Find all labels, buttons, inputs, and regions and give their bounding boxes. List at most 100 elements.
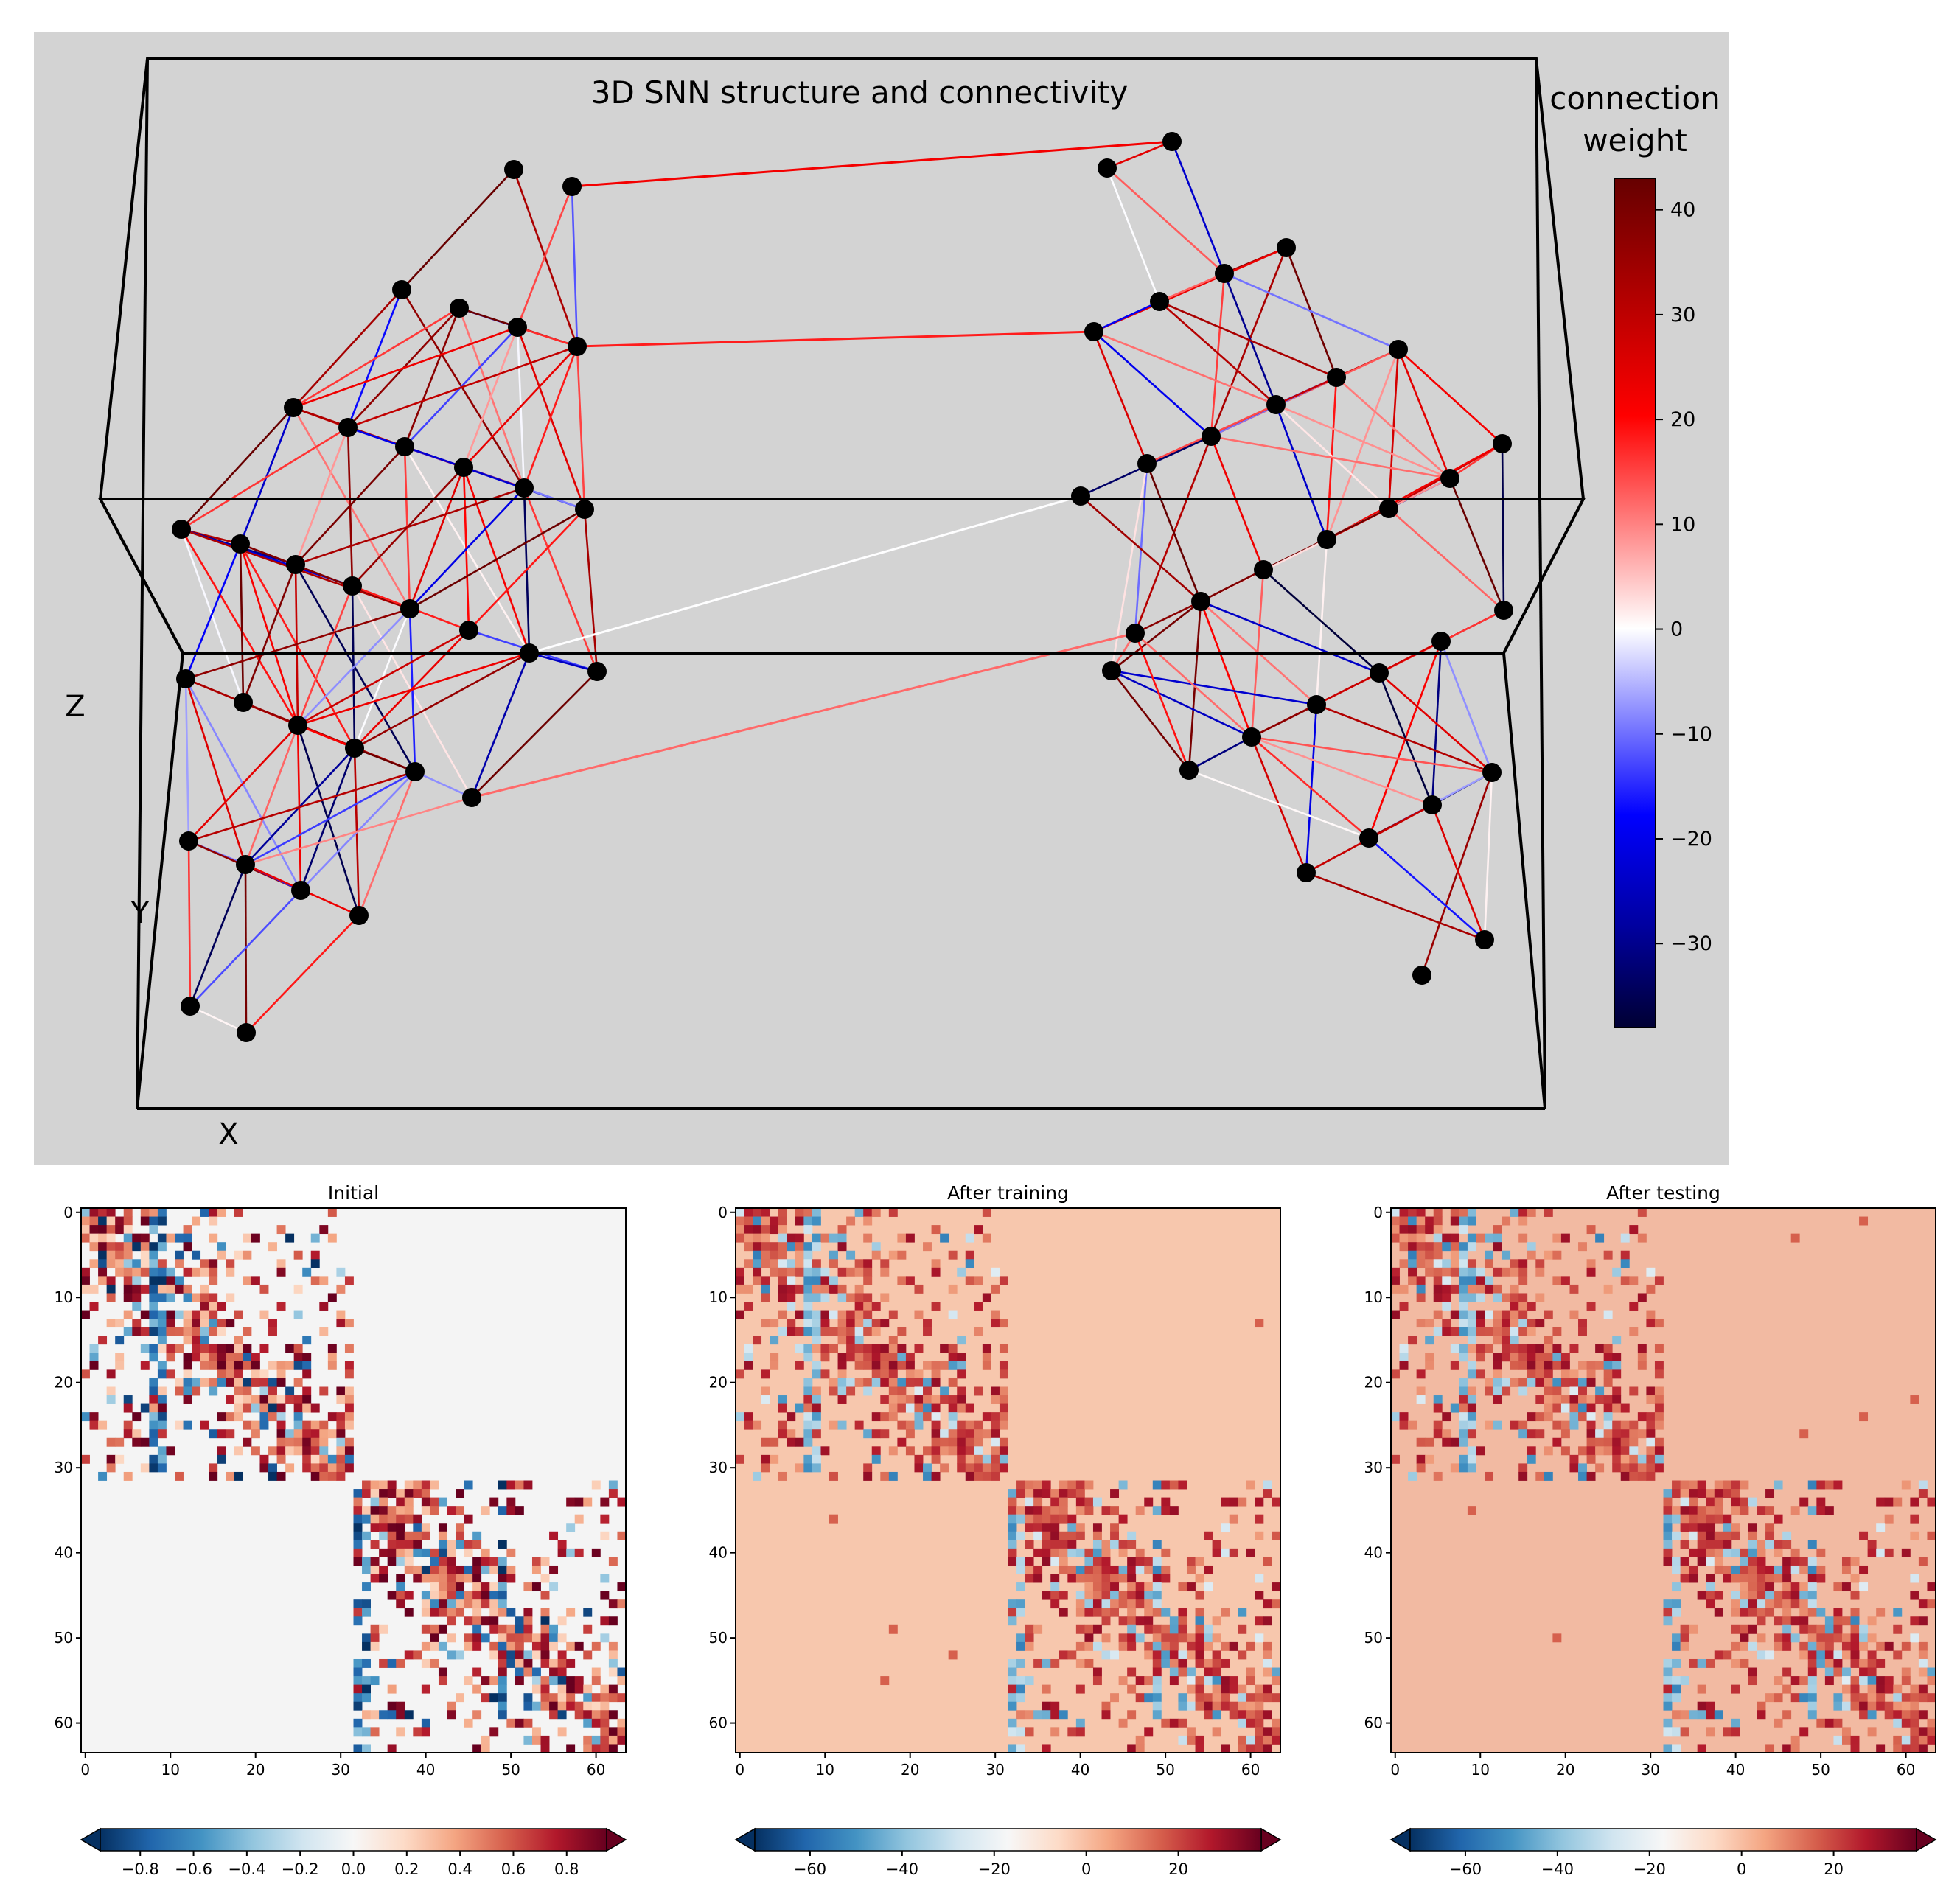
heatmap-cell [1731,1599,1740,1609]
heatmap-cell [430,1480,439,1490]
heatmap-cell [1050,1531,1060,1540]
neuron [1493,434,1512,453]
heatmap-cell [1663,1514,1673,1524]
heatmap-cell [1731,1523,1740,1532]
heatmap-cell [1672,1658,1681,1668]
heatmap-cell [1807,1650,1817,1660]
synapse-edge [358,771,416,916]
heatmap-cell [1059,1514,1068,1524]
heatmap-cell [310,1446,320,1456]
heatmap-cell [175,1259,184,1268]
heatmap-cell [1569,1454,1579,1464]
heatmap-cell [515,1506,524,1515]
heatmap-cell [549,1658,559,1668]
heatmap-cell [319,1471,329,1481]
heatmap-cell [81,1208,90,1217]
heatmap-cell [310,1463,320,1473]
heatmap-cell [123,1327,133,1336]
synapse-edge [529,652,598,673]
heatmap-cell [1050,1523,1060,1532]
heatmap-cell [1757,1506,1766,1515]
heatmap-cell [1101,1710,1111,1720]
heatmap-cell [506,1633,516,1643]
neuron [176,669,195,688]
heatmap-cell [1416,1242,1426,1252]
heatmap-cell [234,1395,243,1404]
heatmap-cell [336,1454,346,1464]
heatmap-cell [1255,1718,1264,1728]
heatmap-cell [1008,1497,1017,1507]
heatmap-cell [489,1582,499,1592]
heatmap-cell [1731,1548,1740,1557]
heatmap-cell [1723,1480,1732,1490]
synapse-edge [1251,736,1493,774]
heatmap-cell [1110,1582,1120,1592]
heatmap-cell [1152,1676,1162,1686]
heatmap-cell [1399,1225,1409,1235]
heatmap-cell [404,1710,414,1720]
heatmap-cell [1680,1497,1689,1507]
heatmap-cell [1092,1531,1102,1540]
heatmap-cell [200,1361,209,1370]
heatmap-cell [1807,1582,1817,1592]
heatmap-cell [837,1293,847,1302]
heatmap-cell [1620,1429,1630,1439]
heatmap-cell [787,1293,796,1302]
heatmap-cell [574,1676,584,1686]
heatmap-cell [1637,1429,1647,1439]
heatmap-cell [549,1633,559,1643]
heatmap-cell [1663,1540,1673,1549]
heatmap-cell [1663,1489,1673,1498]
heatmap-cell [982,1293,991,1302]
heatmap-cell [234,1208,243,1217]
heatmap-cell [1135,1548,1145,1557]
heatmap-cell [1255,1744,1264,1753]
heatmap-cell [132,1259,142,1268]
heatmap-cell [259,1395,269,1404]
heatmap-cell [1186,1727,1196,1737]
heatmap-cell [1680,1489,1689,1498]
heatmap-cell [1782,1710,1792,1720]
heatmap-cell [1195,1735,1204,1745]
heatmap-cell [430,1565,439,1574]
heatmap-cell [923,1242,932,1252]
heatmap-cell [991,1429,1000,1439]
heatmap-cell [1680,1624,1689,1634]
heatmap-cell [1807,1701,1817,1711]
heatmap-cell [472,1744,482,1753]
heatmap-cell [166,1344,175,1353]
heatmap-cell [1459,1293,1468,1302]
heatmap-cell [1459,1284,1468,1294]
heatmap-cell [812,1293,821,1302]
heatmap-cell [251,1353,260,1362]
neuron [1370,663,1389,683]
heatmap-cell [1186,1557,1196,1566]
heatmap-cell [396,1710,405,1720]
heatmap-cell [1502,1319,1511,1328]
heatmap-cell [115,1242,125,1252]
heatmap-cell [217,1208,226,1217]
heatmap-cell [948,1429,958,1439]
synapse-edge [293,326,518,409]
heatmap-cell [515,1676,524,1686]
heatmap-cell [846,1336,856,1345]
heatmap-cell [1689,1514,1698,1524]
heatmap-cell [1757,1701,1766,1711]
heatmap-cell [1178,1624,1187,1634]
heatmap-cell [1221,1693,1230,1703]
heatmap-cell [795,1284,804,1294]
heatmap-cell [498,1701,507,1711]
heatmap-cell [481,1548,490,1557]
heatmap-cell [1790,1233,1800,1243]
heatmap-cell [456,1574,465,1583]
heatmap-cell [1654,1412,1664,1422]
heatmap-cell [1799,1676,1809,1686]
heatmap-cell [871,1327,881,1336]
heatmap-cell [1212,1633,1221,1643]
heatmap-cell [897,1276,907,1285]
heatmap-cell [871,1429,881,1439]
heatmap-cell [1807,1684,1817,1694]
heatmap-cell [106,1225,116,1235]
heatmap-cell [1560,1369,1570,1379]
heatmap-cell [506,1497,516,1507]
